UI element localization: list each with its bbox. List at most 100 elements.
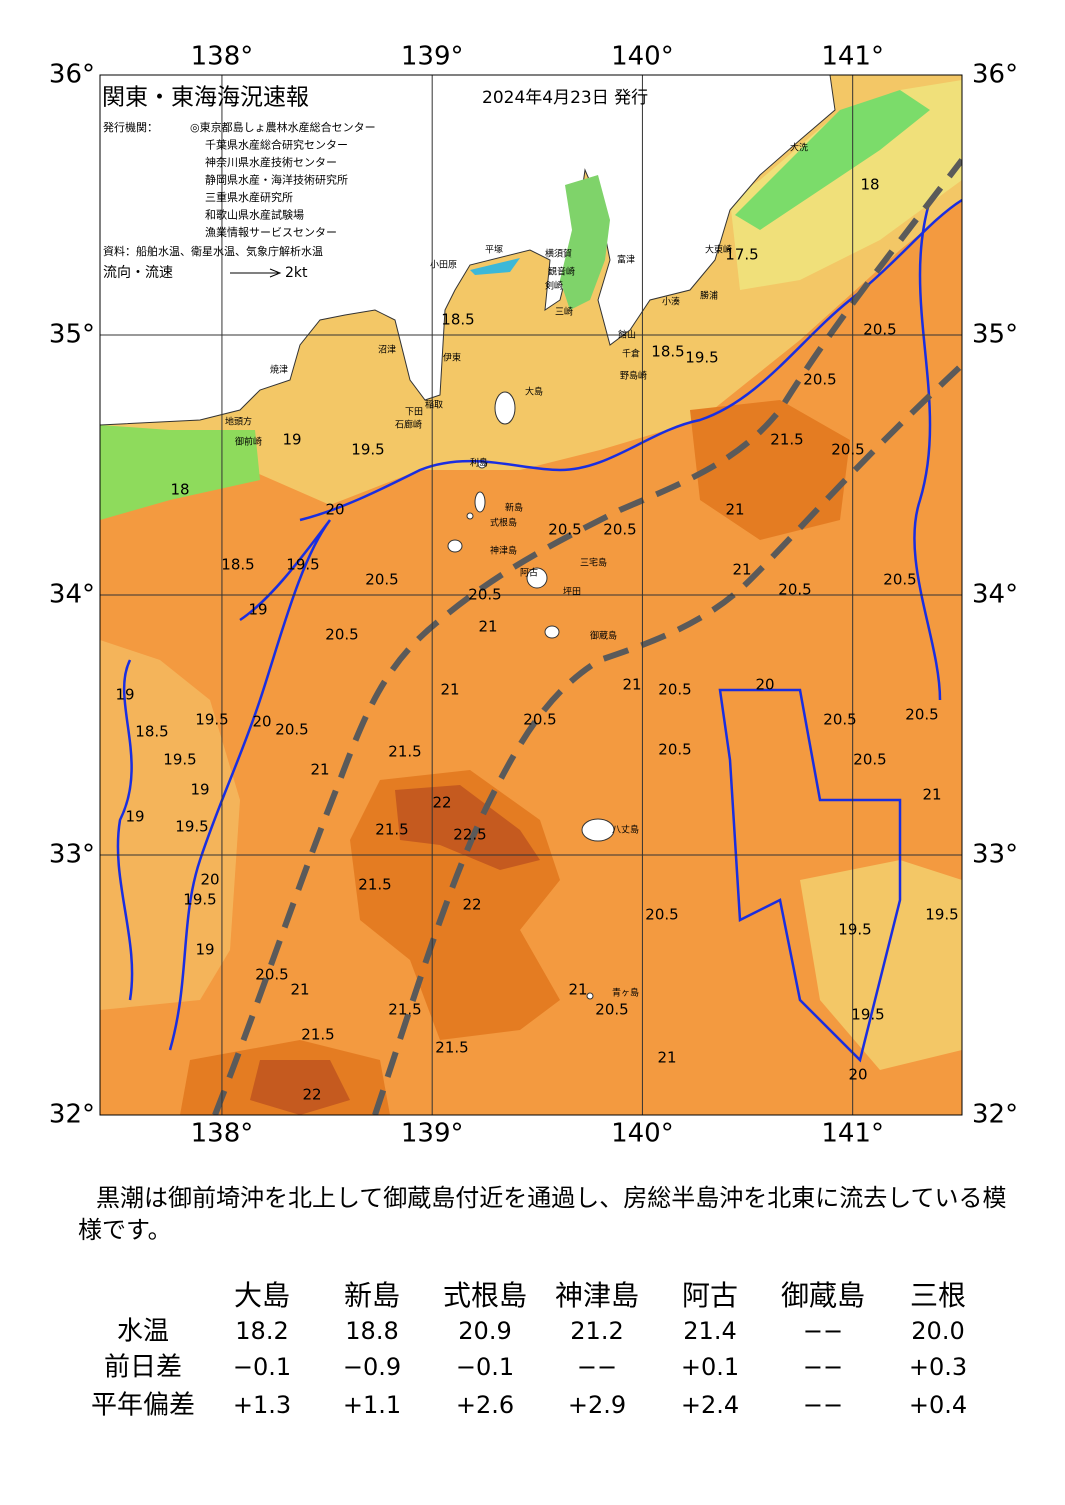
contour-label: 21 (310, 761, 329, 779)
contour-label: 20.5 (658, 741, 691, 759)
contour-label: 20.5 (325, 626, 358, 644)
contour-label: 21 (922, 786, 941, 804)
contour-label: 21.5 (358, 876, 391, 894)
place-label: 富津 (617, 254, 635, 266)
contour-label: 19.5 (286, 556, 319, 574)
place-label: 大島 (525, 386, 543, 398)
contour-label: 20.5 (863, 321, 896, 339)
y-tick-label: 35° (49, 320, 95, 350)
contour-label: 19.5 (851, 1006, 884, 1024)
contour-label: 22 (432, 794, 451, 812)
contour-label: 20.5 (603, 521, 636, 539)
kuroshio (212, 158, 962, 1115)
place-label: 横須賀 (545, 248, 572, 260)
cell: −0.1 (233, 1353, 291, 1381)
cell: +1.3 (233, 1391, 291, 1419)
cell: −− (803, 1317, 843, 1345)
islands (447, 391, 615, 1000)
contour-label: 20.5 (905, 706, 938, 724)
y-tick-label: 33° (972, 840, 1018, 870)
cell: 21.2 (570, 1317, 623, 1345)
contour-label: 19.5 (685, 349, 718, 367)
source: 資料：船舶水温、衛星水温、気象庁解析水温 (103, 244, 323, 258)
contour-label: 19 (125, 808, 144, 826)
place-label: 坪田 (563, 587, 581, 598)
place-label: 剣崎 (545, 280, 563, 292)
contour-label: 20.5 (468, 586, 501, 604)
contour-label: 18.5 (441, 311, 474, 329)
column-header: 三根 (910, 1279, 966, 1312)
cell: +2.4 (681, 1391, 739, 1419)
contour-label: 20 (848, 1066, 867, 1084)
x-tick-label: 140° (611, 42, 674, 72)
contour-label: 21 (568, 981, 587, 999)
place-label: 観音崎 (548, 266, 575, 278)
cell: 18.2 (235, 1317, 288, 1345)
sea-zone (100, 425, 260, 520)
place-label: 三宅島 (580, 557, 607, 569)
contour-label: 18.5 (221, 556, 254, 574)
island (544, 625, 560, 639)
isotherm (168, 519, 332, 1051)
bay (470, 258, 520, 275)
frame (99, 74, 963, 1116)
x-tick-label: 140° (611, 1119, 674, 1149)
contour-label: 20.5 (823, 711, 856, 729)
contour-label: 20.5 (365, 571, 398, 589)
column-header: 御蔵島 (781, 1279, 865, 1312)
contour-label: 18 (170, 481, 189, 499)
contour-label: 19 (248, 601, 267, 619)
issuer: ◎東京都島しょ農林水産総合センター (190, 120, 376, 134)
contour-label: 19 (190, 781, 209, 799)
y-tick-label: 33° (49, 840, 95, 870)
issuer: 和歌山県水産試験場 (205, 208, 304, 222)
contour-label: 21 (478, 618, 497, 636)
contour-label: 20.5 (548, 521, 581, 539)
x-tick-label: 139° (401, 42, 464, 72)
island (526, 567, 548, 589)
y-tick-label: 34° (972, 580, 1018, 610)
cell: −0.9 (343, 1353, 401, 1381)
row-label: 水温 (117, 1317, 169, 1347)
isotherm (913, 199, 942, 701)
contour-label: 21 (732, 561, 751, 579)
place-label: 石廊崎 (395, 419, 422, 431)
map-area: 大島利島新島式根島神津島三宅島阿古坪田御蔵島八丈島青ヶ島大洗大東崎小湊勝浦館山千… (100, 75, 962, 1115)
place-label: 御前崎 (235, 436, 262, 448)
contour-label: 20.5 (883, 571, 916, 589)
contour-label: 19 (195, 941, 214, 959)
place-label: 八丈島 (612, 824, 639, 836)
cell: 20.9 (458, 1317, 511, 1345)
contour-label: 21.5 (770, 431, 803, 449)
x-tick-label: 138° (191, 42, 254, 72)
contour-label: 20.5 (803, 371, 836, 389)
y-tick-label: 36° (49, 60, 95, 90)
cell: +0.4 (909, 1391, 967, 1419)
flow-scale: 2kt (285, 265, 308, 281)
kuroshio-axis (212, 158, 962, 1115)
place-label: 焼津 (270, 365, 288, 376)
y-tick-label: 36° (972, 60, 1018, 90)
contour-label: 21.5 (388, 743, 421, 761)
place-label: 館山 (618, 329, 636, 341)
contour-label: 20.5 (645, 906, 678, 924)
cell: −0.1 (456, 1353, 514, 1381)
contour-label: 20 (200, 871, 219, 889)
contour-label: 20 (325, 501, 344, 519)
sea-zone (735, 90, 930, 230)
island (586, 992, 594, 1000)
contour-label: 20.5 (275, 721, 308, 739)
sea-zone (250, 1060, 350, 1115)
place-label: 青ヶ島 (612, 987, 639, 999)
island (494, 391, 516, 425)
contour-label: 20.5 (778, 581, 811, 599)
cell: 18.8 (345, 1317, 398, 1345)
place-label: 野島崎 (620, 370, 647, 382)
place-label: 下田 (405, 407, 423, 418)
place-label: 千倉 (622, 348, 640, 360)
column-header: 大島 (234, 1279, 290, 1312)
contour-label: 20 (755, 676, 774, 694)
cell: 20.0 (911, 1317, 964, 1345)
cell: −− (803, 1353, 843, 1381)
